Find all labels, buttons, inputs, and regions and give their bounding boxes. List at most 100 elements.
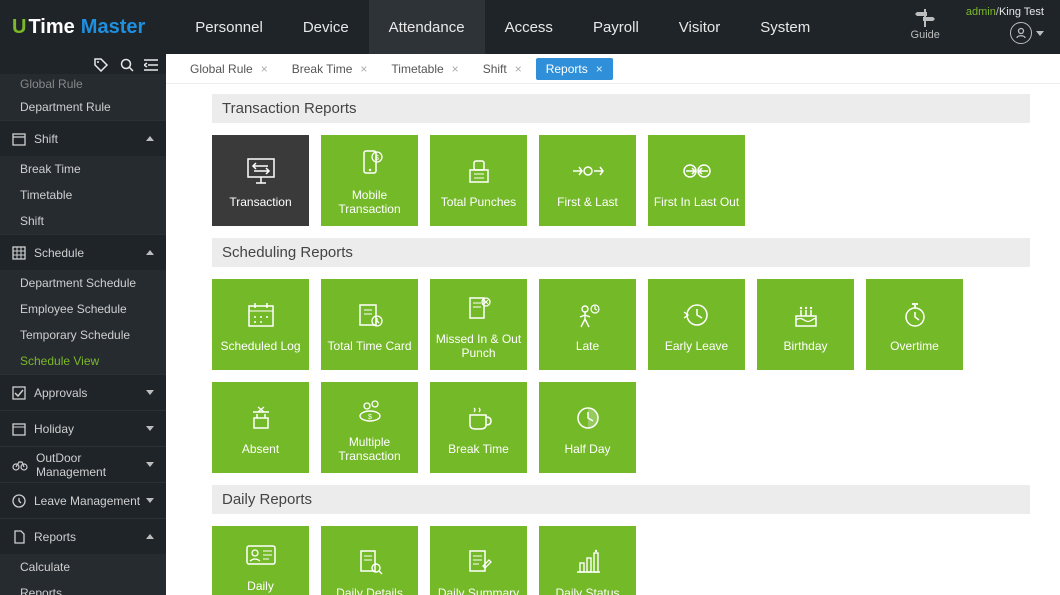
guide-button[interactable]: Guide (911, 9, 940, 41)
bike-icon (12, 459, 28, 471)
tile-label: Late (576, 340, 599, 354)
tile-first-in-last-out[interactable]: First In Last Out (648, 135, 745, 226)
sidebar-item-calculate[interactable]: Calculate (0, 554, 166, 580)
tile-daily-summary[interactable]: Daily Summary (430, 526, 527, 595)
calendar-icon (12, 422, 26, 436)
tile-daily-status[interactable]: Daily Status (539, 526, 636, 595)
tile-total-time-card[interactable]: Total Time Card (321, 279, 418, 370)
close-icon[interactable]: × (261, 62, 268, 76)
collapse-icon[interactable] (144, 59, 158, 71)
sidebar-group-shift[interactable]: Shift (0, 120, 166, 156)
nav-visitor[interactable]: Visitor (659, 0, 740, 54)
sidebar-group-holiday[interactable]: Holiday (0, 410, 166, 446)
sidebar-item-department-rule[interactable]: Department Rule (0, 94, 166, 120)
sidebar-item-temporary-schedule[interactable]: Temporary Schedule (0, 322, 166, 348)
sidebar-label: Schedule (34, 246, 146, 260)
user-menu[interactable] (1010, 22, 1044, 44)
sidebar-label: Department Rule (20, 100, 111, 114)
late-icon (573, 296, 603, 334)
tile-label: Mobile Transaction (325, 189, 414, 217)
sidebar-item-department-schedule[interactable]: Department Schedule (0, 270, 166, 296)
close-icon[interactable]: × (360, 62, 367, 76)
tab-reports[interactable]: Reports× (536, 58, 613, 80)
transaction-tiles: Transaction $ Mobile Transaction Total P… (212, 135, 1030, 226)
close-icon[interactable]: × (452, 62, 459, 76)
tile-early-leave[interactable]: Early Leave (648, 279, 745, 370)
chevron-down-icon (146, 462, 154, 467)
chevron-up-icon (146, 136, 154, 141)
tile-absent[interactable]: Absent (212, 382, 309, 473)
sidebar-item-shift[interactable]: Shift (0, 208, 166, 234)
sidebar-label: Schedule View (20, 354, 99, 368)
tab-timetable[interactable]: Timetable× (381, 58, 468, 80)
sidebar-group-outdoor[interactable]: OutDoor Management (0, 446, 166, 482)
id-card-icon (245, 536, 277, 574)
tile-missed-in-out[interactable]: Missed In & Out Punch (430, 279, 527, 370)
sidebar-label: Shift (20, 214, 44, 228)
daily-tiles: Daily Attendance Daily Details Daily Sum… (212, 526, 1030, 595)
check-icon (12, 386, 26, 400)
tab-shift[interactable]: Shift × (473, 58, 532, 80)
tile-transaction[interactable]: Transaction (212, 135, 309, 226)
sidebar-item-break-time[interactable]: Break Time (0, 156, 166, 182)
tile-birthday[interactable]: Birthday (757, 279, 854, 370)
cake-icon (791, 296, 821, 334)
tile-daily-details[interactable]: Daily Details (321, 526, 418, 595)
sidebar-label: Calculate (20, 560, 70, 574)
nav-payroll[interactable]: Payroll (573, 0, 659, 54)
tile-label: Birthday (783, 340, 827, 354)
close-icon[interactable]: × (515, 62, 522, 76)
nav-access-label: Access (505, 19, 553, 36)
tile-mobile-transaction[interactable]: $ Mobile Transaction (321, 135, 418, 226)
sidebar-label: Temporary Schedule (20, 328, 130, 342)
tile-label: Break Time (448, 443, 509, 457)
nav-access[interactable]: Access (485, 0, 573, 54)
user-admin[interactable]: admin (966, 6, 996, 18)
calendar-icon (12, 132, 26, 146)
sidebar-item-timetable[interactable]: Timetable (0, 182, 166, 208)
tile-label: Half Day (564, 443, 610, 457)
tile-daily-attendance[interactable]: Daily Attendance (212, 526, 309, 595)
sidebar-item-global-rule[interactable]: Global Rule (0, 74, 166, 94)
tile-half-day[interactable]: Half Day (539, 382, 636, 473)
punch-icon (464, 152, 494, 190)
sidebar-item-schedule-view[interactable]: Schedule View (0, 348, 166, 374)
chevron-down-icon (146, 426, 154, 431)
nav-attendance[interactable]: Attendance (369, 0, 485, 54)
sidebar-label: Break Time (20, 162, 81, 176)
nav-personnel[interactable]: Personnel (175, 0, 283, 54)
sidebar-group-approvals[interactable]: Approvals (0, 374, 166, 410)
close-icon[interactable]: × (596, 62, 603, 76)
sidebar-group-reports[interactable]: Reports (0, 518, 166, 554)
tile-total-punches[interactable]: Total Punches (430, 135, 527, 226)
sidebar-label: Department Schedule (20, 276, 136, 290)
nav-attendance-label: Attendance (389, 19, 465, 36)
tab-break-time[interactable]: Break Time× (282, 58, 378, 80)
doc-search-icon (356, 543, 384, 581)
search-icon[interactable] (120, 58, 134, 72)
tab-label: Shift (483, 62, 507, 76)
tag-icon[interactable] (94, 58, 110, 72)
nav-device-label: Device (303, 19, 349, 36)
tile-label: Scheduled Log (220, 340, 300, 354)
tab-global-rule[interactable]: Global Rule× (180, 58, 278, 80)
early-leave-icon (682, 296, 712, 334)
sidebar-item-employee-schedule[interactable]: Employee Schedule (0, 296, 166, 322)
tile-break-time[interactable]: Break Time (430, 382, 527, 473)
sidebar-group-leave[interactable]: Leave Management (0, 482, 166, 518)
tile-late[interactable]: Late (539, 279, 636, 370)
nav-personnel-label: Personnel (195, 19, 263, 36)
nav-device[interactable]: Device (283, 0, 369, 54)
sidebar-label: Leave Management (34, 494, 146, 508)
tile-first-last[interactable]: First & Last (539, 135, 636, 226)
scheduling-tiles: Scheduled Log Total Time Card Missed In … (212, 279, 1030, 473)
tile-overtime[interactable]: Overtime (866, 279, 963, 370)
tile-label: Daily Details (336, 587, 403, 595)
tile-scheduled-log[interactable]: Scheduled Log (212, 279, 309, 370)
logo[interactable]: U Time Master (12, 16, 155, 39)
absent-icon (247, 399, 275, 437)
sidebar-group-schedule[interactable]: Schedule (0, 234, 166, 270)
nav-system[interactable]: System (740, 0, 830, 54)
tile-multiple-transaction[interactable]: $ Multiple Transaction (321, 382, 418, 473)
sidebar-item-reports[interactable]: Reports (0, 580, 166, 595)
